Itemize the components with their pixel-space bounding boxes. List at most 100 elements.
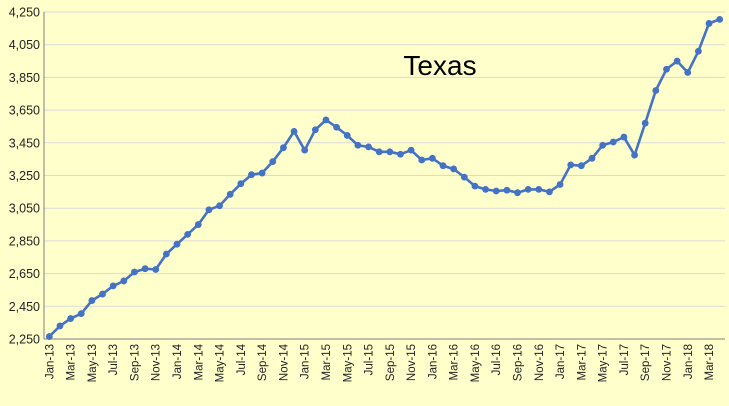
data-point xyxy=(354,141,362,149)
data-point xyxy=(503,186,511,194)
axes xyxy=(43,12,725,340)
data-point xyxy=(109,282,117,290)
data-point xyxy=(56,322,64,330)
x-tick-label: Sep-15 xyxy=(385,344,397,381)
data-point xyxy=(301,146,309,154)
data-point xyxy=(524,185,532,193)
data-point xyxy=(652,87,660,94)
data-point xyxy=(343,132,351,139)
x-tick-label: Nov-16 xyxy=(534,344,546,381)
data-point xyxy=(535,185,543,193)
y-tick-label: 2,850 xyxy=(9,234,40,248)
data-point xyxy=(141,265,149,273)
data-point xyxy=(439,162,447,170)
x-tick-label: May-14 xyxy=(215,343,227,382)
x-tick-label: Mar-18 xyxy=(704,344,716,380)
data-point xyxy=(131,268,138,276)
data-point xyxy=(514,189,521,197)
data-point xyxy=(418,156,426,164)
data-point xyxy=(599,141,607,149)
data-point xyxy=(226,190,234,198)
data-point xyxy=(162,250,170,258)
data-point xyxy=(663,65,670,73)
data-point xyxy=(152,266,160,273)
x-tick-label: Mar-17 xyxy=(576,344,588,380)
x-tick-label: Sep-16 xyxy=(513,344,525,381)
x-tick-label: Jan-13 xyxy=(44,344,56,379)
data-point xyxy=(322,116,330,124)
y-tick-label: 4,050 xyxy=(9,38,40,52)
x-tick-label: Jan-16 xyxy=(427,344,439,379)
data-point xyxy=(588,154,596,162)
data-point xyxy=(99,290,106,298)
data-point xyxy=(641,119,649,127)
x-tick-label: Mar-13 xyxy=(66,344,78,380)
x-tick-label: Mar-16 xyxy=(449,344,461,380)
data-point xyxy=(397,150,404,158)
y-tick-label: 3,850 xyxy=(9,71,40,85)
y-tick-label: 2,450 xyxy=(9,300,40,314)
data-point xyxy=(205,206,213,214)
x-tick-label: Jul-15 xyxy=(364,344,376,375)
data-point xyxy=(546,188,553,196)
data-point xyxy=(471,182,479,190)
data-point xyxy=(482,185,489,193)
x-tick-label: May-15 xyxy=(342,344,354,382)
x-tick-label: Nov-15 xyxy=(406,344,418,381)
x-tick-label: Jul-16 xyxy=(491,344,503,375)
data-point xyxy=(269,158,277,166)
data-point xyxy=(577,162,585,170)
x-tick-label: May-16 xyxy=(470,344,482,382)
x-axis-ticks: Jan-13 Mar-13 May-13 Jul-13 Sep-13 Nov-13 Jan-… xyxy=(44,343,716,382)
x-tick-label: Jul-13 xyxy=(108,344,120,375)
data-point xyxy=(45,333,53,340)
data-point xyxy=(248,171,255,179)
data-point xyxy=(556,181,564,188)
x-tick-label: Jan-14 xyxy=(172,343,184,379)
data-point xyxy=(716,15,724,23)
data-point xyxy=(386,148,394,156)
x-tick-label: Sep-14 xyxy=(257,343,269,381)
data-point xyxy=(88,297,96,304)
data-point xyxy=(673,57,681,65)
y-tick-label: 3,450 xyxy=(9,136,40,150)
y-tick-label: 4,250 xyxy=(9,6,40,20)
data-point xyxy=(694,47,702,55)
data-point xyxy=(280,144,287,152)
y-tick-label: 2,650 xyxy=(9,267,40,281)
y-tick-label: 3,250 xyxy=(9,169,40,183)
data-point xyxy=(375,148,383,156)
x-tick-label: Nov-13 xyxy=(151,344,163,381)
data-point xyxy=(492,187,500,195)
data-point xyxy=(450,165,458,173)
data-point xyxy=(120,277,128,285)
x-tick-label: Nov-17 xyxy=(661,344,673,381)
x-tick-label: Jan-18 xyxy=(683,344,695,379)
y-tick-label: 3,050 xyxy=(9,202,40,216)
x-tick-label: Mar-15 xyxy=(321,344,333,380)
data-point xyxy=(184,230,192,238)
y-tick-label: 3,650 xyxy=(9,104,40,118)
data-point xyxy=(705,20,713,27)
data-point xyxy=(407,146,415,154)
data-point xyxy=(258,169,266,177)
x-tick-label: Sep-17 xyxy=(640,344,652,381)
data-point xyxy=(460,173,468,181)
x-tick-label: Jul-17 xyxy=(619,344,631,375)
data-point xyxy=(290,127,298,135)
data-point xyxy=(333,123,341,131)
x-tick-label: Nov-14 xyxy=(278,343,290,381)
data-point xyxy=(365,143,372,151)
series-line xyxy=(48,18,721,338)
data-point xyxy=(567,161,575,169)
x-tick-label: Jul-14 xyxy=(236,343,248,375)
series-texas xyxy=(45,15,724,340)
data-point xyxy=(77,310,85,318)
data-point xyxy=(216,202,223,210)
x-tick-label: Mar-14 xyxy=(193,343,205,380)
x-tick-label: Jan-17 xyxy=(555,344,567,379)
x-tick-label: Sep-13 xyxy=(129,344,141,381)
data-point xyxy=(311,126,319,134)
